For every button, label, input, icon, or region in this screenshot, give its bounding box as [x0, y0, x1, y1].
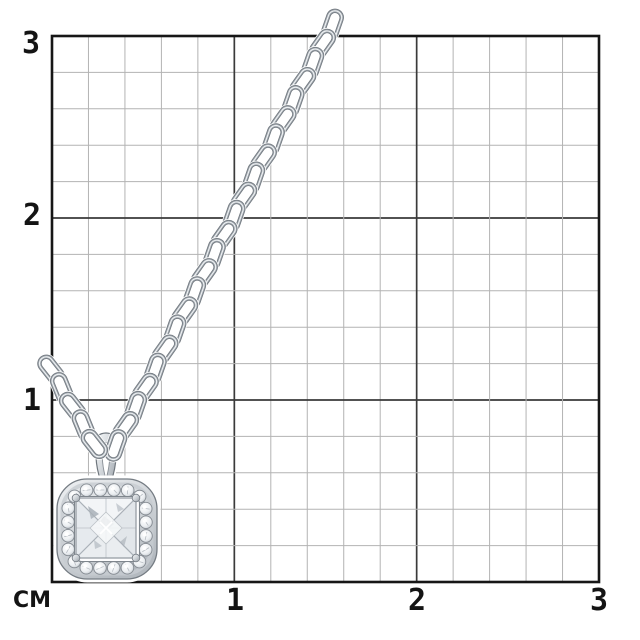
axis-labels: 3 2 1 CM 1 2 3	[13, 26, 608, 618]
x-axis-label-1cm: 1	[226, 583, 244, 618]
center-princess-diamond	[71, 493, 141, 563]
y-axis-label-2cm: 2	[23, 198, 41, 233]
x-axis-label-2cm: 2	[408, 583, 426, 618]
x-axis-label-3cm: 3	[590, 583, 608, 618]
unit-label-cm: CM	[13, 588, 51, 613]
necklace-product-photo	[36, 7, 345, 583]
chain-right-branch	[103, 7, 345, 463]
chain-left-branch	[36, 353, 109, 460]
y-axis-label-3cm: 3	[22, 26, 40, 61]
y-axis-label-1cm: 1	[23, 383, 41, 418]
